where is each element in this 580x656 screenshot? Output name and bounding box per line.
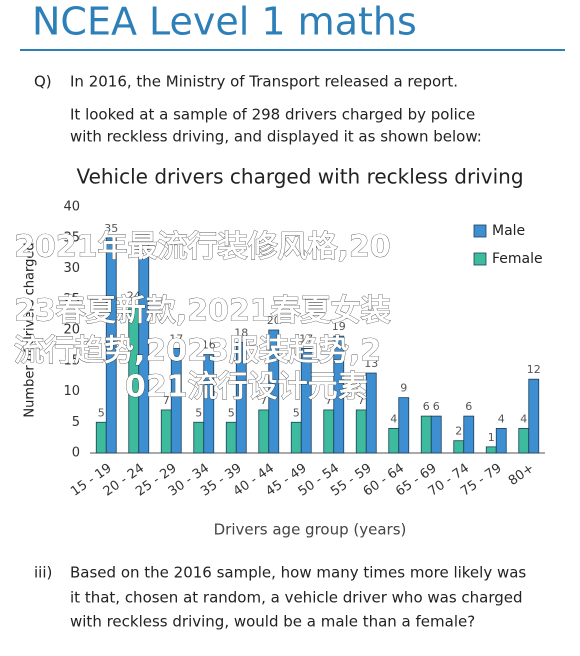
question-line: with reckless driving, and displayed it … (70, 128, 482, 146)
data-label: 20 (267, 314, 281, 327)
bar (323, 409, 335, 454)
data-label: 13 (364, 357, 378, 370)
chart-title: Vehicle drivers charged with reckless dr… (76, 165, 523, 189)
part-line: with reckless driving, would be a male t… (70, 613, 475, 631)
bar (268, 329, 280, 454)
data-label: 7 (260, 394, 267, 407)
y-tick-label: 0 (72, 446, 80, 461)
bar (258, 409, 270, 454)
bar (203, 354, 215, 454)
question-line: In 2016, the Ministry of Transport relea… (70, 73, 458, 91)
y-tick-label: 40 (63, 200, 80, 215)
bar (170, 348, 182, 454)
bar (225, 421, 237, 454)
header-title: NCEA Level 1 maths (32, 0, 417, 44)
data-label: 17 (299, 332, 313, 345)
bar (398, 397, 410, 454)
data-label: 1 (488, 431, 495, 444)
data-label: 12 (527, 363, 541, 376)
bar (365, 372, 377, 454)
data-label: 7 (325, 394, 332, 407)
bar (300, 348, 312, 454)
bar (528, 378, 540, 454)
legend-swatch (473, 252, 487, 266)
bar (485, 446, 497, 454)
bar (333, 335, 345, 454)
x-axis-title: Drivers age group (years) (214, 521, 407, 539)
y-tick-label: 10 (63, 384, 80, 399)
bar (388, 427, 400, 454)
bar (518, 427, 530, 454)
watermark-line: 021流行设计元素 (125, 370, 368, 405)
question-marker: Q) (34, 73, 52, 91)
bar (235, 341, 247, 454)
bar (453, 440, 465, 454)
bar (160, 409, 172, 454)
data-label: 6 (465, 400, 472, 413)
data-label: 16 (202, 339, 216, 352)
legend-label: Female (492, 251, 543, 267)
part-marker: iii) (34, 564, 52, 582)
bar (430, 415, 442, 454)
data-label: 19 (332, 320, 346, 333)
watermark-line: 23春夏新款,2021春夏女装 (14, 294, 391, 329)
data-label: 6 (433, 400, 440, 413)
bar (463, 415, 475, 454)
y-tick-label: 15 (63, 353, 80, 368)
bar (105, 237, 117, 454)
data-label: 9 (400, 382, 407, 395)
data-label: 24 (127, 289, 141, 302)
data-label: 17 (169, 332, 183, 345)
data-label: 2 (455, 425, 462, 438)
bar (138, 255, 150, 454)
bar (495, 427, 507, 454)
data-label: 5 (293, 406, 300, 419)
data-label: 6 (423, 400, 430, 413)
y-tick-label: 5 (72, 415, 80, 430)
watermark-line: 2021年最流行装修风格,20 (14, 230, 391, 265)
data-label: 5 (98, 406, 105, 419)
data-label: 7 (163, 394, 170, 407)
y-tick-label: 30 (63, 261, 80, 276)
watermark: 2021年最流行装修风格,20 23春夏新款,2021春夏女装 流行趋势,202… (14, 229, 391, 405)
part-line: Based on the 2016 sample, how many times… (70, 564, 526, 582)
watermark-line: 流行趋势,2023服装趋势,2 (14, 334, 381, 369)
legend-swatch (473, 224, 487, 238)
part-line: it that, chosen at random, a vehicle dri… (70, 589, 523, 607)
data-label: 4 (390, 412, 397, 425)
data-label: 32 (137, 240, 151, 253)
bar (193, 421, 205, 454)
question-line: It looked at a sample of 298 drivers cha… (70, 106, 475, 124)
y-tick-label: 25 (63, 292, 80, 307)
legend-label: Male (492, 223, 525, 239)
data-label: 7 (358, 394, 365, 407)
data-label: 5 (195, 406, 202, 419)
bar (290, 421, 302, 454)
data-label: 4 (498, 412, 505, 425)
data-label: 5 (228, 406, 235, 419)
bar (355, 409, 367, 454)
data-label: 4 (520, 412, 527, 425)
y-axis-title: Number of drivers charged (23, 242, 38, 417)
y-tick-label: 35 (63, 230, 80, 245)
data-label: 18 (234, 326, 248, 339)
bar (420, 415, 432, 454)
bar (95, 421, 107, 454)
data-label: 35 (104, 222, 118, 235)
y-tick-label: 20 (63, 323, 80, 338)
